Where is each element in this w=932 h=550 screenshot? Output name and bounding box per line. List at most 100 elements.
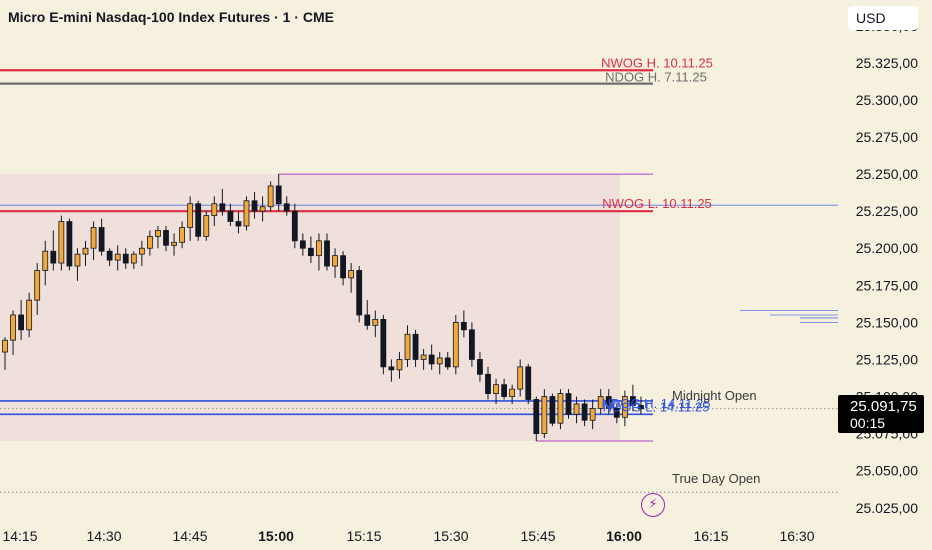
candle-body <box>605 396 612 409</box>
candle <box>267 181 274 212</box>
candle-body <box>613 407 620 418</box>
y-tick-label: 25.300,00 <box>856 92 918 108</box>
candle-body <box>477 359 483 375</box>
candle <box>493 378 499 404</box>
candle-body <box>106 250 113 261</box>
candle <box>525 363 532 404</box>
level-label: NWOG L. 10.11.25 <box>602 196 712 211</box>
candle <box>420 349 427 370</box>
candle-body <box>66 221 73 267</box>
candle <box>372 310 379 338</box>
candle-body <box>332 255 338 267</box>
candle <box>138 240 145 267</box>
x-tick-label: 14:45 <box>172 528 207 544</box>
candle-body <box>541 396 548 435</box>
candle-body <box>501 384 508 397</box>
candle-body <box>460 321 467 331</box>
candle-body <box>316 240 322 257</box>
candle <box>275 174 282 212</box>
candle <box>211 196 218 226</box>
candle-body <box>428 354 435 365</box>
candle <box>42 240 49 286</box>
candle-body <box>638 405 644 410</box>
candle-body <box>195 203 202 237</box>
candle <box>130 251 137 269</box>
last-price-label: 25.091,75 00:15 <box>838 395 924 433</box>
candle <box>340 251 347 286</box>
lightning-bolt-icon[interactable]: ⚡ <box>641 493 665 517</box>
candle <box>468 322 475 367</box>
x-tick-label: 15:00 <box>258 528 294 544</box>
candle <box>597 389 604 415</box>
y-tick-label: 25.250,00 <box>856 166 918 182</box>
candle <box>324 233 330 271</box>
candle <box>18 300 25 341</box>
candle-body <box>356 270 363 316</box>
candle <box>235 211 242 234</box>
candle-body <box>364 314 371 326</box>
candle-body <box>267 185 274 208</box>
x-tick-label: 14:15 <box>2 528 37 544</box>
candle <box>98 218 105 256</box>
level-label: NDOG H. 14.11.25 <box>602 396 711 411</box>
annotation-label: True Day Open <box>672 471 760 486</box>
candle-body <box>155 230 161 237</box>
candle <box>477 352 483 382</box>
candle <box>10 310 16 356</box>
candle-body <box>26 299 33 331</box>
candle <box>605 389 612 415</box>
candle <box>549 393 556 427</box>
candle-body <box>396 359 403 371</box>
candle-body <box>420 354 427 360</box>
candle <box>356 266 363 323</box>
candle-body <box>18 314 25 331</box>
candle <box>444 352 451 370</box>
candle-body <box>307 247 314 257</box>
candle-body <box>597 396 604 409</box>
candle-body <box>468 329 475 360</box>
candle-body <box>187 203 194 228</box>
candle <box>364 300 371 330</box>
candle-body <box>436 357 443 365</box>
candle-body <box>565 393 572 415</box>
y-tick-label: 25.275,00 <box>856 129 918 145</box>
level-label: NWOG H. 10.11.25 <box>601 55 713 70</box>
candle <box>630 384 636 412</box>
y-tick-label: 25.050,00 <box>856 463 918 479</box>
candle <box>195 200 202 241</box>
candle-body <box>74 253 81 267</box>
y-tick-label: 25.200,00 <box>856 240 918 256</box>
candle <box>613 403 620 424</box>
candle-body <box>348 270 355 279</box>
y-tick-label: 25.025,00 <box>856 500 918 516</box>
candle-body <box>630 396 636 406</box>
currency-selector[interactable]: USD <box>848 6 918 30</box>
candle <box>291 203 298 249</box>
y-tick-label: 25.175,00 <box>856 277 918 293</box>
candle <box>243 196 250 231</box>
y-tick-label: 25.125,00 <box>856 351 918 367</box>
candle-body <box>509 388 516 397</box>
candle <box>74 248 81 281</box>
candle-body <box>581 403 588 421</box>
x-tick-label: 15:45 <box>520 528 555 544</box>
candle-body <box>50 250 57 264</box>
candle <box>581 399 588 427</box>
candle <box>485 366 491 400</box>
candle <box>187 196 194 241</box>
candle <box>412 329 419 367</box>
candle <box>82 240 89 267</box>
candle-body <box>34 270 41 301</box>
candle-body <box>251 200 258 212</box>
candle-body <box>146 235 153 249</box>
candle <box>307 236 314 264</box>
level-label: NDOG H. 7.11.25 <box>605 70 707 85</box>
candle <box>299 233 306 256</box>
candle-body <box>82 247 89 255</box>
candle <box>90 221 97 261</box>
candle <box>34 263 41 315</box>
candle-body <box>259 206 266 212</box>
candle-body <box>122 253 129 264</box>
candle <box>283 196 290 216</box>
